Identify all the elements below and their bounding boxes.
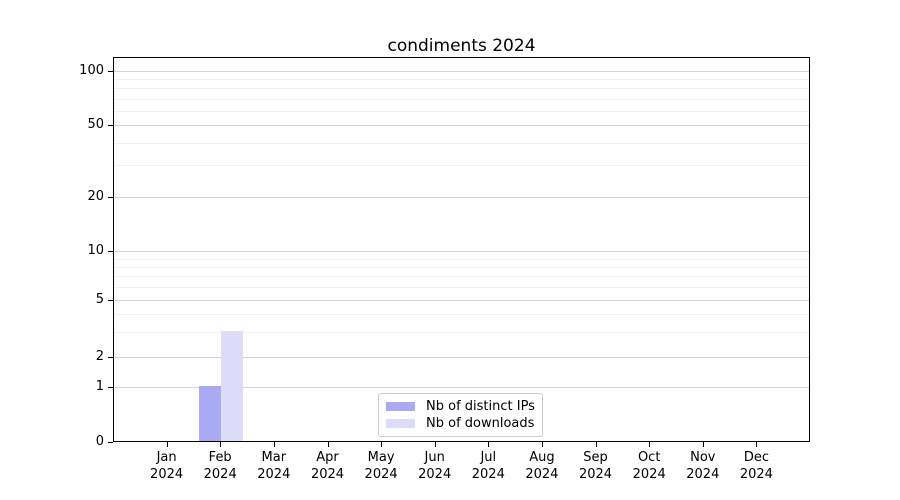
- y-tick-label-20: 20: [87, 188, 104, 204]
- y-tick-mark-5: [108, 300, 113, 301]
- x-tick-mark-aug: [541, 442, 543, 447]
- x-tick-mark-feb: [220, 442, 222, 447]
- gridline-major-10: [114, 251, 809, 252]
- y-tick-mark-1: [108, 387, 113, 388]
- x-tick-mark-sep: [595, 442, 597, 447]
- y-tick-mark-10: [108, 251, 113, 252]
- gridline-major-50: [114, 125, 809, 126]
- x-tick-mark-jan: [166, 442, 168, 447]
- gridline-major-2: [114, 357, 809, 358]
- gridline-major-1: [114, 387, 809, 388]
- x-tick-label-feb: Feb 2024: [203, 450, 237, 482]
- y-tick-label-1: 1: [95, 378, 104, 394]
- legend-label-downloads: Nb of downloads: [426, 416, 535, 432]
- legend-item-downloads: Nb of downloads: [386, 416, 535, 431]
- legend: Nb of distinct IPs Nb of downloads: [378, 393, 543, 437]
- x-tick-label-aug: Aug 2024: [525, 450, 559, 482]
- chart-title: condiments 2024: [387, 36, 536, 56]
- y-tick-label-5: 5: [95, 292, 104, 308]
- x-tick-label-nov: Nov 2024: [686, 450, 720, 482]
- gridline-major-20: [114, 197, 809, 198]
- x-tick-label-jan: Jan 2024: [150, 450, 184, 482]
- gridline-minor-60: [114, 110, 809, 112]
- bar-nb-of-downloads-feb: [221, 330, 244, 441]
- gridline-minor-6: [114, 287, 809, 289]
- legend-label-distinct-ips: Nb of distinct IPs: [426, 398, 535, 414]
- gridline-minor-4: [114, 313, 809, 315]
- y-tick-mark-20: [108, 197, 113, 198]
- x-tick-mark-jun: [434, 442, 436, 447]
- gridline-minor-90: [114, 79, 809, 81]
- y-tick-label-50: 50: [87, 117, 104, 133]
- plot-area: Nb of distinct IPs Nb of downloads: [113, 57, 810, 442]
- x-tick-label-sep: Sep 2024: [578, 450, 613, 482]
- gridline-major-5: [114, 300, 809, 301]
- gridline-major-100: [114, 71, 809, 72]
- x-tick-label-jul: Jul 2024: [471, 450, 505, 482]
- y-tick-label-0: 0: [95, 434, 104, 449]
- x-tick-mark-may: [381, 442, 383, 447]
- x-tick-mark-dec: [756, 442, 758, 447]
- y-tick-label-10: 10: [87, 243, 104, 258]
- x-tick-label-jun: Jun 2024: [418, 450, 452, 482]
- legend-swatch-distinct-ips: [386, 401, 415, 411]
- legend-item-distinct-ips: Nb of distinct IPs: [386, 399, 535, 414]
- bar-nb-of-distinct-ips-feb: [199, 386, 222, 441]
- y-tick-label-2: 2: [95, 349, 104, 364]
- x-tick-label-dec: Dec 2024: [739, 450, 773, 482]
- gridline-minor-40: [114, 142, 809, 144]
- y-tick-mark-0: [108, 442, 113, 443]
- y-tick-mark-50: [108, 125, 113, 126]
- y-tick-label-100: 100: [79, 63, 104, 78]
- gridline-minor-8: [114, 266, 809, 268]
- x-tick-mark-mar: [273, 442, 275, 447]
- x-tick-mark-jul: [488, 442, 490, 447]
- x-tick-mark-oct: [649, 442, 651, 447]
- gridline-minor-70: [114, 98, 809, 100]
- gridline-minor-3: [114, 331, 809, 333]
- x-tick-label-mar: Mar 2024: [257, 450, 291, 482]
- legend-swatch-downloads: [386, 419, 415, 429]
- gridline-minor-9: [114, 258, 809, 260]
- gridline-minor-80: [114, 88, 809, 90]
- gridline-minor-30: [114, 165, 809, 167]
- x-tick-label-may: May 2024: [364, 450, 398, 482]
- x-tick-mark-nov: [702, 442, 704, 447]
- x-tick-label-oct: Oct 2024: [632, 450, 666, 482]
- x-tick-label-apr: Apr 2024: [310, 450, 345, 482]
- y-tick-mark-100: [108, 71, 113, 72]
- gridline-minor-7: [114, 276, 809, 278]
- y-tick-mark-2: [108, 357, 113, 358]
- x-tick-mark-apr: [327, 442, 329, 447]
